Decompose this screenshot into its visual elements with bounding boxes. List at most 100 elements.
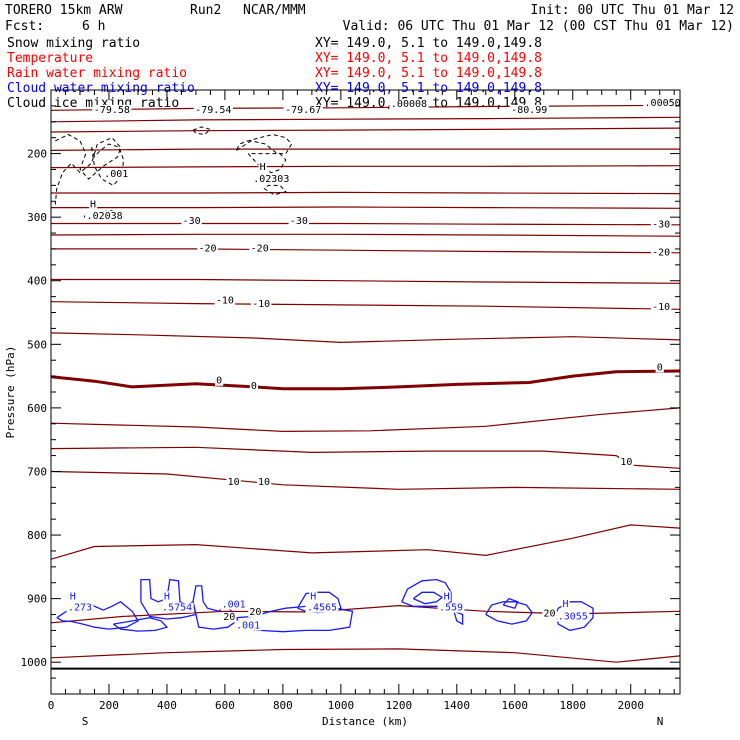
cloud-water-contour xyxy=(502,597,519,609)
isotherm-line xyxy=(51,470,680,490)
x-tick-label: 1200 xyxy=(386,699,413,712)
x-tick-label: 1000 xyxy=(328,699,355,712)
isotherm-line xyxy=(51,148,680,151)
cloud-water-label: .001 xyxy=(222,600,246,611)
isotherm-label-bg xyxy=(619,457,634,468)
isotherm-label-bg xyxy=(193,104,233,115)
field-legend: Snow mixing ratio XY= 149.0, 5.1 to 149.0… xyxy=(7,36,542,111)
isotherm-label: -20 xyxy=(198,243,216,254)
y-tick-label: 600 xyxy=(27,402,47,415)
field-xy: XY= 149.0, 5.1 to 149.0,149.8 xyxy=(315,36,542,51)
isotherm-label: -80.99 xyxy=(511,105,547,116)
y-tick-label: 800 xyxy=(27,529,47,542)
isotherm-line xyxy=(51,278,680,284)
isotherm-line xyxy=(51,222,680,226)
isotherm-label-bg xyxy=(92,104,132,115)
cloud-water-label: .273 xyxy=(68,603,92,614)
cloud-water-label: .5754 xyxy=(162,603,192,614)
cloud-water-label: H xyxy=(562,599,568,610)
snow-label: .00008 xyxy=(391,99,427,110)
cloud-water-label-bg xyxy=(162,591,172,602)
x-tick-label: 800 xyxy=(273,699,293,712)
snow-label-bg xyxy=(643,97,683,108)
snow-label: H xyxy=(260,162,266,173)
snow-label-bg xyxy=(102,169,130,180)
isotherm-line xyxy=(51,648,680,663)
isotherm-label: 20 xyxy=(249,607,261,618)
cloud-water-contour xyxy=(140,578,197,620)
field-name: Temperature xyxy=(7,51,93,66)
isotherm-label: -79.58 xyxy=(94,105,130,116)
y-tick-label: 1000 xyxy=(21,656,48,669)
y-axis-label: Pressure (hPa) xyxy=(4,346,17,439)
isotherm-label: 10 xyxy=(228,477,240,488)
x-axis-label: Distance (km) xyxy=(322,715,408,728)
isotherm-label-bg xyxy=(650,301,672,312)
plot-frame xyxy=(50,89,681,695)
isotherm-label: -79.67 xyxy=(285,105,321,116)
x-axis-ticks: 0 200 400 600 800 1000 1200 1400 1600 1800 2000 xyxy=(48,90,675,712)
isotherm-line xyxy=(51,407,680,433)
cloud-water-label-bg xyxy=(556,611,590,622)
snow-label-bg xyxy=(85,211,125,222)
cloud-water-label: .3055 xyxy=(558,612,588,623)
isotherm-line xyxy=(51,248,680,254)
cloud-water-label: H xyxy=(310,591,316,602)
y-tick-label: 300 xyxy=(27,211,47,224)
isotherm-label-bg xyxy=(650,219,672,230)
cloud-water-label-bg xyxy=(561,598,570,609)
x-tick-label: 2000 xyxy=(617,699,644,712)
isotherm-label-bg xyxy=(226,476,241,487)
cloud-water-contour xyxy=(453,610,464,626)
init-time: Init: 00 UTC Thu 01 Mar 12 xyxy=(531,3,735,18)
isotherm-line xyxy=(51,206,680,209)
isotherm-label-bg xyxy=(655,362,664,373)
org-label: NCAR/MMM xyxy=(243,3,306,18)
snow-contour xyxy=(236,133,293,155)
cloud-water-contour xyxy=(485,601,534,625)
isotherm-label-bg xyxy=(288,216,310,227)
snow-label-bg xyxy=(389,99,429,110)
cloud-water-label: H xyxy=(444,591,450,602)
isotherm-label-bg xyxy=(250,298,272,309)
isotherm-label: -10 xyxy=(216,296,234,307)
isotherm-label-bg xyxy=(215,375,224,386)
isotherm-label: 20 xyxy=(544,608,556,619)
run-label: Run2 xyxy=(190,3,221,18)
cloud-water-contour xyxy=(412,591,444,605)
y-tick-label: 400 xyxy=(27,275,47,288)
isotherm-line xyxy=(51,165,680,169)
x-tick-label: 1800 xyxy=(560,699,587,712)
isotherm-label-bg xyxy=(509,104,549,115)
isotherm-line xyxy=(51,127,680,133)
isotherm-label-bg xyxy=(542,608,557,619)
cloud-water-label-bg xyxy=(437,602,465,613)
isotherm-label: -10 xyxy=(252,299,270,310)
x-tick-label: 1600 xyxy=(502,699,529,712)
cloud-water-label-bg xyxy=(305,602,339,613)
isotherm-label: -20 xyxy=(652,247,670,258)
cloud-water-label-bg xyxy=(220,599,248,610)
cloud-water-contour xyxy=(112,617,169,632)
isotherm-label-bg xyxy=(249,380,259,391)
isotherm-label: 0 xyxy=(251,381,257,392)
field-name: Rain water mixing ratio xyxy=(7,66,187,81)
x-end-label-north: N xyxy=(657,715,664,728)
isotherm-label-bg xyxy=(181,216,202,227)
snow-label: .02038 xyxy=(87,211,123,222)
snow-label-bg xyxy=(251,174,291,185)
isotherm-line xyxy=(51,524,680,560)
field-name: Cloud water mixing ratio xyxy=(7,81,195,96)
isotherm-label: -30 xyxy=(652,219,670,230)
isotherm-line xyxy=(51,301,680,310)
field-xy: XY= 149.0, 5.1 to 149.0,149.8 xyxy=(315,66,542,81)
isotherm-line xyxy=(51,369,680,391)
y-tick-label: 200 xyxy=(27,148,47,161)
snow-label: .001 xyxy=(104,169,128,180)
isotherm-label: 20 xyxy=(223,612,235,623)
snow-label-bg xyxy=(258,162,267,173)
snow-contour xyxy=(263,184,287,196)
cloud-water-label-bg xyxy=(68,591,77,602)
